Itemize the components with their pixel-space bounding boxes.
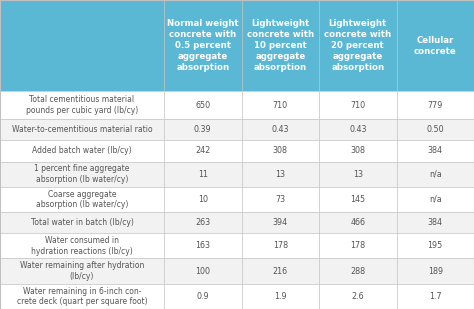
Text: 466: 466 bbox=[350, 218, 365, 227]
Bar bbox=[242, 119, 319, 140]
Bar bbox=[319, 0, 397, 91]
Text: n/a: n/a bbox=[429, 195, 442, 204]
Bar bbox=[397, 162, 474, 187]
Text: Water consumed in
hydration reactions (lb/cy): Water consumed in hydration reactions (l… bbox=[31, 236, 133, 256]
Text: Added batch water (lb/cy): Added batch water (lb/cy) bbox=[32, 146, 132, 155]
Bar bbox=[0, 212, 164, 233]
Bar bbox=[397, 91, 474, 119]
Text: 189: 189 bbox=[428, 267, 443, 276]
Text: 0.43: 0.43 bbox=[349, 125, 366, 134]
Bar bbox=[397, 119, 474, 140]
Bar bbox=[0, 233, 164, 259]
Text: 779: 779 bbox=[428, 101, 443, 110]
Bar bbox=[397, 259, 474, 284]
Text: 1 percent fine aggregate
absorption (lb water/cy): 1 percent fine aggregate absorption (lb … bbox=[34, 164, 130, 184]
Bar bbox=[319, 162, 397, 187]
Text: 0.43: 0.43 bbox=[272, 125, 289, 134]
Bar bbox=[0, 140, 164, 162]
Bar bbox=[164, 212, 242, 233]
Bar bbox=[0, 259, 164, 284]
Text: Water remaining in 6-inch con-
crete deck (quart per square foot): Water remaining in 6-inch con- crete dec… bbox=[17, 287, 147, 306]
Text: 263: 263 bbox=[195, 218, 210, 227]
Bar bbox=[0, 284, 164, 309]
Text: 0.9: 0.9 bbox=[196, 292, 209, 301]
Text: 0.39: 0.39 bbox=[194, 125, 211, 134]
Bar bbox=[164, 233, 242, 259]
Bar bbox=[164, 91, 242, 119]
Bar bbox=[242, 0, 319, 91]
Text: 10: 10 bbox=[198, 195, 208, 204]
Text: n/a: n/a bbox=[429, 170, 442, 179]
Text: Total water in batch (lb/cy): Total water in batch (lb/cy) bbox=[31, 218, 134, 227]
Bar bbox=[0, 0, 164, 91]
Text: Lightweight
concrete with
20 percent
aggregate
absorption: Lightweight concrete with 20 percent agg… bbox=[324, 19, 392, 72]
Bar bbox=[319, 212, 397, 233]
Text: 13: 13 bbox=[275, 170, 285, 179]
Bar bbox=[164, 140, 242, 162]
Bar bbox=[397, 212, 474, 233]
Bar bbox=[319, 119, 397, 140]
Bar bbox=[0, 119, 164, 140]
Text: 73: 73 bbox=[275, 195, 285, 204]
Bar bbox=[397, 187, 474, 212]
Text: 710: 710 bbox=[350, 101, 365, 110]
Bar bbox=[164, 0, 242, 91]
Text: Coarse aggregate
absorption (lb water/cy): Coarse aggregate absorption (lb water/cy… bbox=[36, 190, 128, 209]
Text: 163: 163 bbox=[195, 241, 210, 250]
Text: 1.7: 1.7 bbox=[429, 292, 442, 301]
Bar bbox=[164, 162, 242, 187]
Bar bbox=[242, 162, 319, 187]
Text: 145: 145 bbox=[350, 195, 365, 204]
Bar bbox=[0, 162, 164, 187]
Text: 650: 650 bbox=[195, 101, 210, 110]
Bar bbox=[319, 284, 397, 309]
Bar bbox=[242, 212, 319, 233]
Text: 178: 178 bbox=[273, 241, 288, 250]
Bar bbox=[242, 91, 319, 119]
Bar bbox=[242, 187, 319, 212]
Bar bbox=[397, 140, 474, 162]
Text: 242: 242 bbox=[195, 146, 210, 155]
Bar bbox=[164, 259, 242, 284]
Bar bbox=[164, 119, 242, 140]
Bar bbox=[397, 233, 474, 259]
Text: 394: 394 bbox=[273, 218, 288, 227]
Text: 0.50: 0.50 bbox=[427, 125, 444, 134]
Bar bbox=[319, 140, 397, 162]
Bar bbox=[242, 259, 319, 284]
Text: 195: 195 bbox=[428, 241, 443, 250]
Text: 2.6: 2.6 bbox=[351, 292, 364, 301]
Bar bbox=[319, 91, 397, 119]
Bar bbox=[319, 259, 397, 284]
Bar bbox=[319, 233, 397, 259]
Text: 11: 11 bbox=[198, 170, 208, 179]
Text: Total cementitious material
pounds per cubic yard (lb/cy): Total cementitious material pounds per c… bbox=[26, 95, 138, 115]
Text: 178: 178 bbox=[350, 241, 365, 250]
Bar bbox=[397, 284, 474, 309]
Bar bbox=[164, 284, 242, 309]
Text: 384: 384 bbox=[428, 218, 443, 227]
Text: 308: 308 bbox=[350, 146, 365, 155]
Text: 100: 100 bbox=[195, 267, 210, 276]
Bar bbox=[242, 140, 319, 162]
Text: 216: 216 bbox=[273, 267, 288, 276]
Text: Water remaining after hydration
(lb/cy): Water remaining after hydration (lb/cy) bbox=[20, 261, 144, 281]
Text: 1.9: 1.9 bbox=[274, 292, 287, 301]
Text: Cellular
concrete: Cellular concrete bbox=[414, 36, 456, 56]
Bar bbox=[319, 187, 397, 212]
Text: 384: 384 bbox=[428, 146, 443, 155]
Bar bbox=[164, 187, 242, 212]
Text: Water-to-cementitious material ratio: Water-to-cementitious material ratio bbox=[12, 125, 152, 134]
Text: Lightweight
concrete with
10 percent
aggregate
absorption: Lightweight concrete with 10 percent agg… bbox=[246, 19, 314, 72]
Bar bbox=[242, 233, 319, 259]
Bar bbox=[0, 91, 164, 119]
Text: 13: 13 bbox=[353, 170, 363, 179]
Text: 710: 710 bbox=[273, 101, 288, 110]
Text: 288: 288 bbox=[350, 267, 365, 276]
Bar bbox=[397, 0, 474, 91]
Bar bbox=[242, 284, 319, 309]
Bar bbox=[0, 187, 164, 212]
Text: 308: 308 bbox=[273, 146, 288, 155]
Text: Normal weight
concrete with
0.5 percent
aggregate
absorption: Normal weight concrete with 0.5 percent … bbox=[167, 19, 238, 72]
